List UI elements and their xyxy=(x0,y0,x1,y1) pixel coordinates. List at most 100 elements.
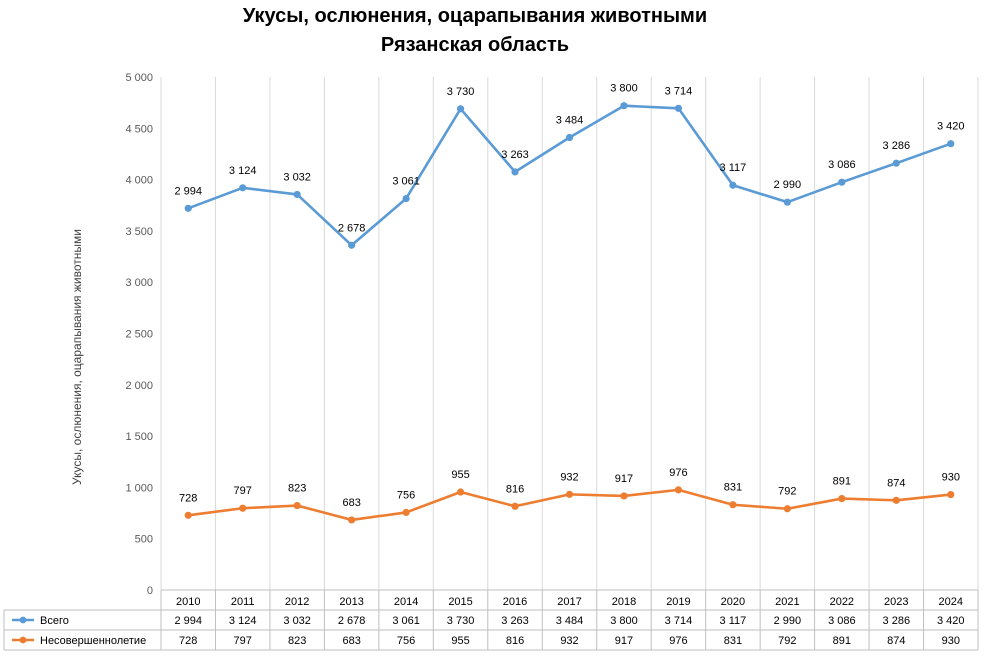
x-tick-label: 2011 xyxy=(231,596,255,608)
table-cell: 3 484 xyxy=(556,615,584,627)
table-cell: 683 xyxy=(342,635,360,647)
data-point xyxy=(239,184,247,192)
y-tick-label: 4 000 xyxy=(125,175,153,187)
data-point xyxy=(892,159,900,167)
data-point xyxy=(947,140,955,148)
data-label: 3 484 xyxy=(556,115,584,127)
data-label: 831 xyxy=(724,482,742,494)
x-tick-label: 2010 xyxy=(176,596,200,608)
data-point xyxy=(293,501,301,510)
data-label: 3 714 xyxy=(665,85,693,97)
data-point xyxy=(239,504,247,512)
table-cell: 728 xyxy=(179,635,197,647)
y-tick-label: 1 500 xyxy=(125,431,153,443)
data-label: 3 800 xyxy=(610,83,638,95)
table-cell: 3 124 xyxy=(229,615,257,627)
table-cell: 792 xyxy=(778,635,796,647)
x-tick-label: 2014 xyxy=(394,596,418,608)
data-label: 3 263 xyxy=(501,149,529,161)
table-cell: 3 263 xyxy=(501,615,529,627)
data-point xyxy=(947,490,955,499)
table-cell: 930 xyxy=(942,635,960,647)
x-tick-label: 2018 xyxy=(612,596,636,608)
data-label: 683 xyxy=(342,497,360,509)
table-cell: 3 032 xyxy=(283,615,311,627)
data-point xyxy=(565,490,574,498)
y-tick-label: 5 000 xyxy=(125,72,153,84)
data-label: 823 xyxy=(288,483,306,495)
data-label: 874 xyxy=(887,477,905,489)
table-cell: 3 117 xyxy=(720,615,747,627)
data-point xyxy=(511,502,519,510)
x-tick-label: 2023 xyxy=(884,596,908,608)
data-label: 930 xyxy=(942,472,960,484)
data-label: 3 286 xyxy=(883,140,911,152)
data-point xyxy=(783,198,791,206)
data-point xyxy=(892,496,900,504)
y-tick-label: 0 xyxy=(147,585,153,597)
data-label: 932 xyxy=(560,471,578,483)
x-tick-label: 2024 xyxy=(939,596,963,608)
table-cell: 3 714 xyxy=(665,615,693,627)
data-point xyxy=(402,508,410,517)
table-cell: 816 xyxy=(506,635,524,647)
data-point xyxy=(783,505,791,513)
chart-title: Укусы, ослюнения, оцарапывания животными xyxy=(242,5,708,27)
legend-label: Несовершеннолетие xyxy=(40,635,146,647)
table-cell: 831 xyxy=(724,635,742,647)
data-label: 917 xyxy=(615,473,633,485)
data-label: 756 xyxy=(397,489,415,501)
table-cell: 797 xyxy=(234,635,252,647)
y-tick-label: 1 000 xyxy=(125,482,153,494)
data-label: 3 032 xyxy=(283,171,311,183)
x-tick-label: 2017 xyxy=(557,596,581,608)
y-tick-label: 2 000 xyxy=(125,380,153,392)
data-point xyxy=(184,204,192,212)
data-point xyxy=(511,168,519,176)
data-label: 891 xyxy=(833,476,851,488)
table-cell: 955 xyxy=(451,635,469,647)
data-point xyxy=(838,494,846,503)
data-point xyxy=(838,178,846,186)
chart-subtitle: Рязанская область xyxy=(380,34,570,56)
data-label: 2 990 xyxy=(774,179,802,191)
table-cell: 917 xyxy=(615,635,633,647)
table-cell: 976 xyxy=(669,635,687,647)
table-cell: 3 286 xyxy=(883,615,911,627)
table-cell: 3 086 xyxy=(828,615,856,627)
data-label: 3 420 xyxy=(937,121,965,133)
y-tick-label: 2 500 xyxy=(125,329,153,341)
data-label: 955 xyxy=(451,469,469,481)
data-point xyxy=(348,516,356,524)
data-label: 3 061 xyxy=(392,176,420,188)
table-cell: 891 xyxy=(833,635,851,647)
table-cell: 3 420 xyxy=(937,615,965,627)
x-tick-label: 2012 xyxy=(285,596,309,608)
table-cell: 874 xyxy=(887,635,905,647)
data-label: 976 xyxy=(669,467,687,479)
table-cell: 2 678 xyxy=(338,615,366,627)
data-point xyxy=(184,511,192,519)
data-label: 3 117 xyxy=(720,162,747,174)
x-tick-label: 2015 xyxy=(448,596,472,608)
x-tick-label: 2016 xyxy=(503,596,527,608)
x-tick-label: 2019 xyxy=(666,596,690,608)
y-tick-label: 4 500 xyxy=(125,123,153,135)
data-label: 792 xyxy=(778,486,796,498)
data-point xyxy=(674,104,683,112)
data-point xyxy=(620,102,628,110)
data-label: 797 xyxy=(234,485,252,497)
data-label: 2 994 xyxy=(174,185,202,197)
x-tick-label: 2020 xyxy=(721,596,745,608)
data-label: 728 xyxy=(179,492,197,504)
x-tick-label: 2021 xyxy=(775,596,799,608)
data-label: 3 124 xyxy=(229,165,257,177)
data-point xyxy=(565,133,574,142)
data-point xyxy=(620,492,628,500)
table-cell: 3 061 xyxy=(392,615,420,627)
table-cell: 3 730 xyxy=(447,615,475,627)
data-point xyxy=(348,241,356,249)
data-point xyxy=(674,486,683,494)
x-tick-label: 2013 xyxy=(339,596,363,608)
